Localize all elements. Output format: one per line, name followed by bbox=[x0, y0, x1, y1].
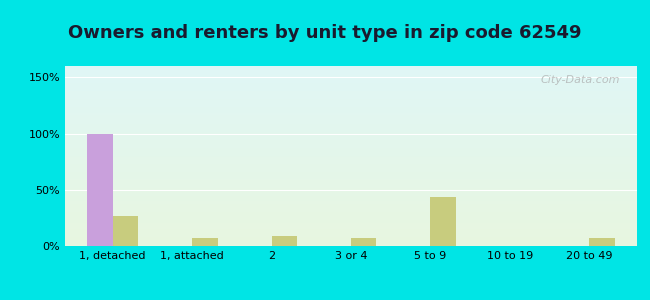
Bar bbox=[351, 238, 376, 246]
Bar bbox=[272, 236, 297, 246]
Text: City-Data.com: City-Data.com bbox=[540, 75, 620, 85]
Bar bbox=[87, 134, 112, 246]
Text: Owners and renters by unit type in zip code 62549: Owners and renters by unit type in zip c… bbox=[68, 24, 582, 42]
Bar bbox=[590, 238, 615, 246]
Bar bbox=[192, 238, 218, 246]
Bar bbox=[112, 216, 138, 246]
Bar bbox=[430, 196, 456, 246]
